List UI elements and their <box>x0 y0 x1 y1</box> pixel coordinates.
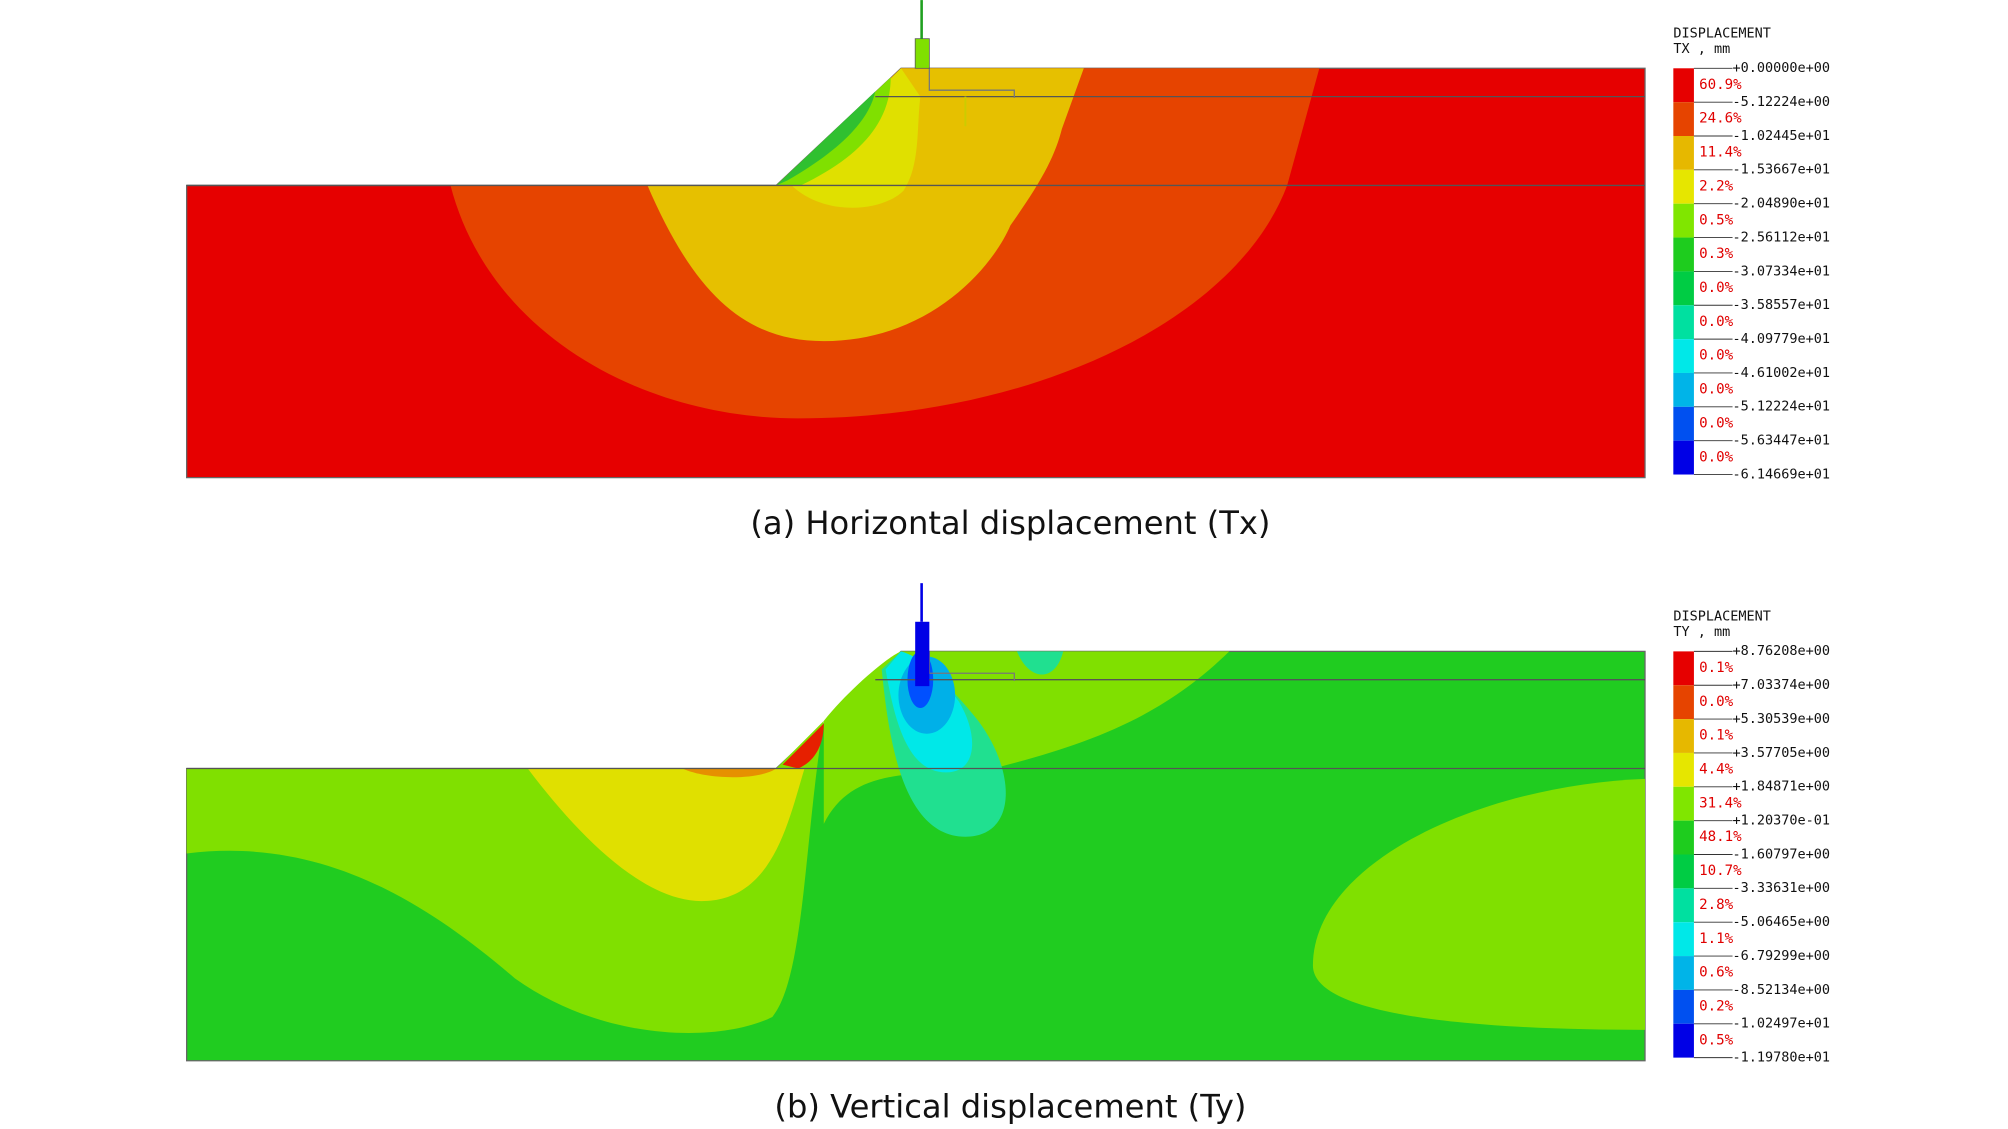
legend-percentage: 2.8% <box>1699 897 1734 913</box>
legend-swatch <box>1673 339 1694 373</box>
legend-swatch <box>1673 135 1694 170</box>
legend-label: -1.02497e+01 <box>1733 1016 1831 1032</box>
legend-percentage: 11.4% <box>1699 145 1742 161</box>
legend-label: +1.20370e-01 <box>1733 813 1831 829</box>
legend-swatch <box>1673 169 1694 204</box>
legend-label: -5.12224e+01 <box>1733 399 1831 415</box>
legend-swatch <box>1673 989 1694 1024</box>
legend-label: -1.60797e+00 <box>1733 846 1831 862</box>
legend-swatch <box>1673 685 1694 720</box>
legend-percentage: 31.4% <box>1699 795 1742 811</box>
caption: (a) Horizontal displacement (Tx) <box>750 504 1270 542</box>
legend-swatch <box>1673 820 1694 855</box>
legend-percentage: 10.7% <box>1699 863 1742 879</box>
legend-label: +5.30539e+00 <box>1733 711 1831 727</box>
legend-swatch <box>1673 102 1694 136</box>
legend-swatch <box>1673 406 1694 441</box>
legend-swatch <box>1673 203 1694 238</box>
legend-label: -3.07334e+01 <box>1733 263 1831 279</box>
legend-label: -2.04890e+01 <box>1733 196 1831 212</box>
legend-percentage: 0.0% <box>1699 314 1734 330</box>
legend-label: -5.06465e+00 <box>1733 914 1831 930</box>
legend-percentage: 0.1% <box>1699 660 1734 676</box>
legend-label: -5.63447e+01 <box>1733 433 1831 449</box>
legend-label: +7.03374e+00 <box>1733 677 1831 693</box>
legend-swatch <box>1673 854 1694 889</box>
legend-swatch <box>1673 372 1694 407</box>
legend-label: -4.61002e+01 <box>1733 365 1831 381</box>
legend-swatch <box>1673 922 1694 957</box>
legend-label: -3.33631e+00 <box>1733 880 1831 896</box>
legend-label: -2.56112e+01 <box>1733 229 1831 245</box>
legend-percentage: 0.2% <box>1699 999 1734 1015</box>
legend-label: -8.52134e+00 <box>1733 982 1831 998</box>
legend-percentage: 0.1% <box>1699 728 1734 744</box>
legend-label: -1.19780e+01 <box>1733 1049 1831 1065</box>
legend-label: +0.00000e+00 <box>1733 60 1831 76</box>
legend-swatch <box>1673 752 1694 787</box>
legend-swatch <box>1673 305 1694 340</box>
legend-label: -1.02445e+01 <box>1733 128 1831 144</box>
legend-title: DISPLACEMENT <box>1673 608 1771 624</box>
legend-percentage: 1.1% <box>1699 931 1734 947</box>
legend-unit: TY , mm <box>1673 624 1730 640</box>
contour-plot-a <box>185 0 1646 479</box>
legend-label: +8.76208e+00 <box>1733 643 1831 659</box>
legend-label: -4.09779e+01 <box>1733 331 1831 347</box>
legend-swatch <box>1673 956 1694 990</box>
legend-swatch <box>1673 719 1694 753</box>
legend-swatch <box>1673 271 1694 306</box>
caption: (b) Vertical displacement (Ty) <box>774 1087 1246 1125</box>
legend-percentage: 0.5% <box>1699 212 1734 228</box>
legend-label: -5.12224e+00 <box>1733 94 1831 110</box>
legend-unit: TX , mm <box>1673 41 1730 57</box>
legend-percentage: 0.0% <box>1699 382 1734 398</box>
legend-swatch <box>1673 440 1694 475</box>
legend-percentage: 2.2% <box>1699 178 1734 194</box>
legend-percentage: 0.5% <box>1699 1032 1734 1048</box>
legend-label: +3.57705e+00 <box>1733 745 1831 761</box>
legend-swatch <box>1673 237 1694 272</box>
legend-title: DISPLACEMENT <box>1673 25 1771 41</box>
legend-percentage: 48.1% <box>1699 829 1742 845</box>
legend-percentage: 0.0% <box>1699 694 1734 710</box>
legend-label: -6.79299e+00 <box>1733 948 1831 964</box>
legend-percentage: 0.0% <box>1699 348 1734 364</box>
legend-percentage: 0.0% <box>1699 415 1734 431</box>
legend-label: -1.53667e+01 <box>1733 162 1831 178</box>
legend-swatch <box>1673 651 1694 686</box>
legend-percentage: 0.0% <box>1699 280 1734 296</box>
legend-swatch <box>1673 1023 1694 1058</box>
legend-percentage: 4.4% <box>1699 762 1734 778</box>
legend-swatch <box>1673 786 1694 821</box>
legend-label: +1.84871e+00 <box>1733 779 1831 795</box>
legend-percentage: 24.6% <box>1699 111 1742 127</box>
legend-percentage: 0.0% <box>1699 449 1734 465</box>
legend-percentage: 0.3% <box>1699 246 1734 262</box>
contour-plot-b <box>185 583 1646 1062</box>
legend-label: -3.58557e+01 <box>1733 297 1831 313</box>
legend-swatch <box>1673 888 1694 923</box>
legend-swatch <box>1673 68 1694 103</box>
legend-percentage: 60.9% <box>1699 77 1742 93</box>
legend-percentage: 0.6% <box>1699 965 1734 981</box>
legend-label: -6.14669e+01 <box>1733 466 1831 482</box>
